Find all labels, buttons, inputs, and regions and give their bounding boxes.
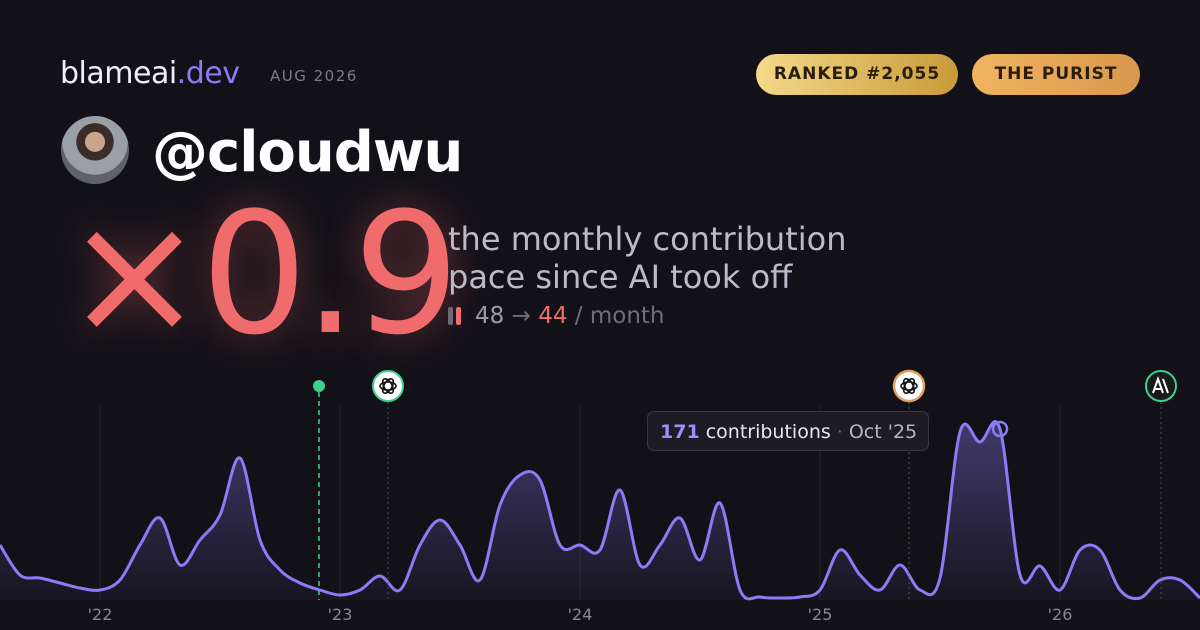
separator: · (836, 421, 843, 443)
x-tick-label: '23 (328, 605, 353, 624)
icon (448, 307, 453, 325)
unit: / month (574, 303, 665, 329)
description: pace since AI took off (448, 258, 793, 296)
openai-logo (379, 377, 397, 395)
x-tick-label: '22 (88, 605, 113, 624)
tooltip-label: contributions (705, 421, 831, 443)
openai-logo (900, 377, 918, 395)
brand-tld: .dev (176, 56, 240, 91)
arrow: → (511, 303, 531, 329)
tooltip: 171 contributions · Oct '25 (647, 411, 929, 451)
handle: @cloudwu (152, 120, 463, 185)
event-icon (892, 369, 926, 403)
tooltip-value: 171 (660, 421, 700, 443)
anthropic-logo (1152, 376, 1169, 394)
events (313, 369, 1177, 600)
tooltip-date: Oct '25 (848, 421, 918, 443)
brand: blameai.dev (60, 56, 240, 91)
multiplier: ×0.9 (64, 176, 460, 372)
period: AUG 2026 (270, 67, 358, 85)
avatar (61, 116, 129, 184)
highlight-point (991, 420, 1009, 438)
event-dot (313, 380, 325, 392)
description: the monthly contribution (448, 220, 847, 258)
x-tick-label: '26 (1048, 605, 1073, 624)
before-value: 48 (475, 303, 505, 329)
title-badge: THE PURIST (972, 54, 1140, 95)
event-icon (372, 370, 404, 402)
rank-badge: RANKED #2,055 (756, 54, 958, 95)
brand-name: blameai (60, 56, 177, 91)
plot: '22 '23 '24 '25 '26 (0, 405, 1200, 624)
after-value: 44 (538, 303, 568, 329)
x-tick-label: '25 (808, 605, 833, 624)
x-tick-label: '24 (568, 605, 593, 624)
icon (456, 307, 461, 325)
stats: 48 → 44 / month (448, 303, 665, 329)
